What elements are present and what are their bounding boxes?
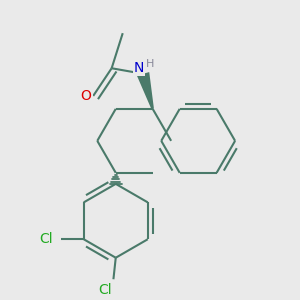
Text: Cl: Cl: [39, 232, 53, 246]
Text: N: N: [134, 61, 144, 75]
Polygon shape: [137, 72, 154, 109]
Text: O: O: [81, 89, 92, 103]
Text: H: H: [146, 58, 154, 68]
Text: Cl: Cl: [99, 283, 112, 297]
